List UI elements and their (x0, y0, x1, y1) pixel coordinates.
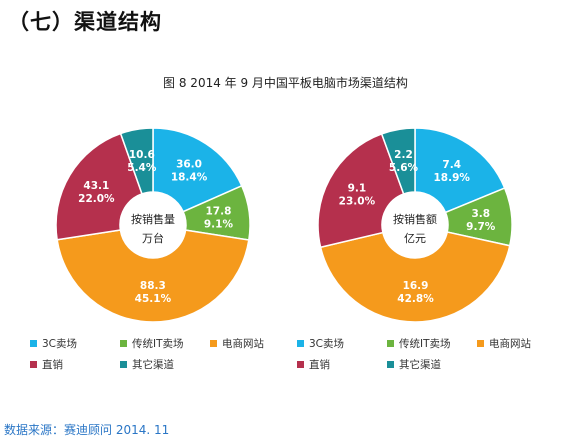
legend-swatch (297, 361, 304, 368)
legend-swatch (210, 340, 217, 347)
donut-slice-1 (414, 127, 506, 214)
legend-label: 3C卖场 (309, 338, 345, 350)
figure-title: 图 8 2014 年 9 月中国平板电脑市场渠道结构 (163, 76, 408, 90)
donut-slice-3 (56, 229, 250, 323)
legend-swatch (387, 340, 394, 347)
legend-item: 传统IT卖场 (120, 336, 210, 351)
donut-slice-5 (119, 127, 154, 195)
donut-slice-4 (55, 132, 143, 241)
center-label-measure: 按销售额 (393, 212, 437, 226)
slice-value-label: 36.0 (176, 159, 202, 171)
legend-label: 电商网站 (489, 338, 531, 350)
legend-item: 其它渠道 (120, 357, 210, 372)
legend-item: 电商网站 (210, 336, 300, 351)
legend-label: 传统IT卖场 (132, 338, 184, 350)
donut-chart-volume: 36.018.4% 17.89.1% 88.345.1% 43.122.0% 10.65… (55, 127, 251, 323)
legend-item: 直销 (297, 357, 387, 372)
legend-item: 其它渠道 (387, 357, 477, 372)
slice-percent-label: 23.0% (339, 196, 376, 208)
legend-swatch (120, 340, 127, 347)
legend-label: 其它渠道 (399, 359, 441, 371)
slice-value-label: 88.3 (140, 280, 166, 292)
legend-label: 直销 (42, 359, 63, 371)
legend-swatch (30, 361, 37, 368)
legend-label: 直销 (309, 359, 330, 371)
donut-center (121, 193, 185, 257)
legend-row: 3C卖场 传统IT卖场 电商网站 (30, 333, 300, 354)
slice-value-label: 16.9 (403, 280, 429, 292)
slice-value-label: 2.2 (394, 149, 413, 161)
legend-row: 直销 其它渠道 (30, 354, 300, 375)
slice-percent-label: 42.8% (397, 293, 434, 305)
slice-value-label: 7.4 (442, 159, 461, 171)
legend-swatch (120, 361, 127, 368)
center-label-measure: 按销售量 (131, 212, 175, 226)
slice-value-label: 17.8 (205, 205, 231, 217)
legend-swatch (387, 361, 394, 368)
donut-slice-1 (152, 127, 243, 213)
slice-percent-label: 45.1% (135, 293, 172, 305)
legend-item: 3C卖场 (297, 336, 387, 351)
legend-revenue: 3C卖场 传统IT卖场 电商网站直销 其它渠道 (297, 333, 567, 375)
slice-percent-label: 9.1% (204, 218, 234, 230)
slice-percent-label: 22.0% (78, 193, 115, 205)
slice-percent-label: 5.4% (127, 162, 157, 174)
legend-row: 直销 其它渠道 (297, 354, 567, 375)
slice-percent-label: 18.4% (171, 172, 208, 184)
legend-swatch (297, 340, 304, 347)
slice-percent-label: 5.6% (389, 162, 419, 174)
slice-value-label: 43.1 (83, 180, 109, 192)
legend-item: 电商网站 (477, 336, 567, 351)
slice-value-label: 10.6 (129, 149, 155, 161)
legend-swatch (477, 340, 484, 347)
slice-value-label: 9.1 (348, 183, 367, 195)
section-heading: （七）渠道结构 (8, 10, 162, 34)
donut-chart-revenue: 7.418.9% 3.89.7% 16.942.8% 9.123.0% 2.25.6% 按… (317, 127, 513, 323)
legend-label: 电商网站 (222, 338, 264, 350)
slice-percent-label: 18.9% (434, 172, 471, 184)
legend-label: 3C卖场 (42, 338, 78, 350)
slice-percent-label: 9.7% (466, 221, 496, 233)
donut-slice-5 (380, 127, 416, 195)
legend-label: 其它渠道 (132, 359, 174, 371)
donut-slice-3 (319, 231, 511, 323)
donut-slice-4 (317, 132, 405, 249)
donut-center (383, 193, 447, 257)
legend-item: 直销 (30, 357, 120, 372)
legend-volume: 3C卖场 传统IT卖场 电商网站直销 其它渠道 (30, 333, 300, 375)
legend-label: 传统IT卖场 (399, 338, 451, 350)
legend-item: 传统IT卖场 (387, 336, 477, 351)
center-label-unit: 亿元 (404, 232, 426, 245)
data-source-note: 数据来源：赛迪顾问 2014. 11 (4, 423, 170, 437)
slice-value-label: 3.8 (471, 208, 490, 220)
legend-swatch (30, 340, 37, 347)
legend-row: 3C卖场 传统IT卖场 电商网站 (297, 333, 567, 354)
legend-item: 3C卖场 (30, 336, 120, 351)
center-label-unit: 万台 (142, 231, 164, 245)
